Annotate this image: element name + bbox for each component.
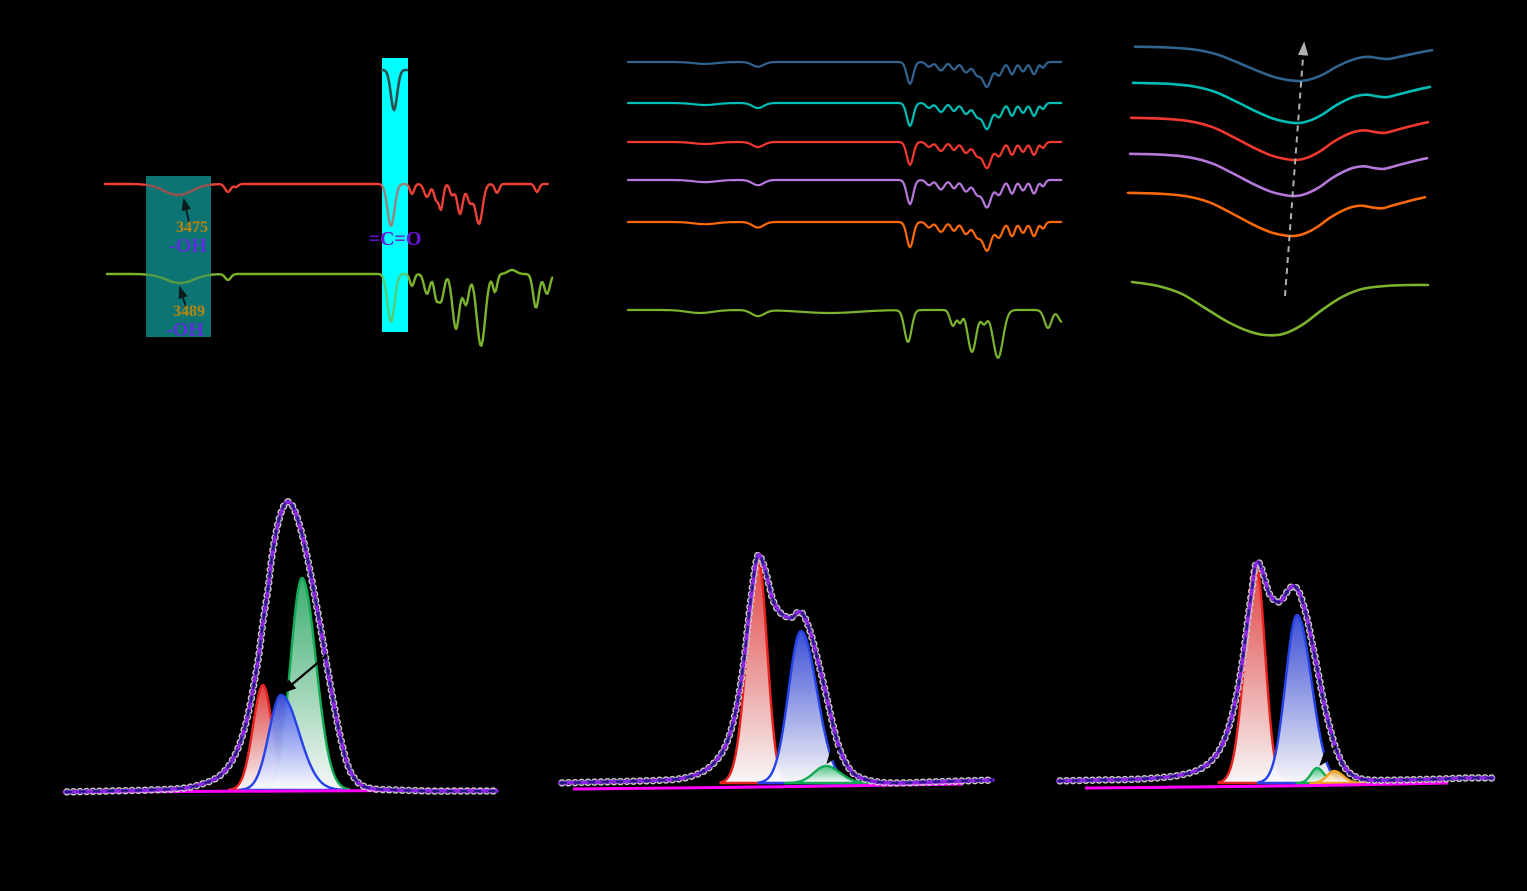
annotation-oh-wavenumber-top: 3475 (176, 219, 208, 236)
curve-5 (1126, 191, 1427, 238)
arrow (280, 654, 328, 694)
component-green (784, 764, 875, 785)
carbonyl-band-highlight-overlay (382, 58, 408, 332)
panel-e-peak-fit (558, 551, 995, 791)
panel-d-peak-fit (62, 498, 499, 796)
spectrum-green (105, 268, 554, 347)
annotation-oh-group-bottom: -OH (166, 319, 204, 341)
component-orange (1309, 769, 1366, 785)
fit-baseline (572, 782, 964, 791)
panel-a-ftir-overlay (103, 58, 554, 347)
arrow (826, 746, 840, 765)
curve-6 (1130, 280, 1430, 337)
component-blue (239, 693, 344, 792)
annotation-oh-wavenumber-bottom: 3489 (173, 303, 205, 320)
annotation-oh-group-top: -OH (169, 235, 207, 257)
spectrum-4 (626, 178, 1063, 209)
arrow (1284, 41, 1309, 297)
curve-4 (1128, 152, 1429, 198)
spectrum-hidden-dark (380, 68, 409, 112)
arrow (178, 285, 188, 308)
curve-1 (1133, 45, 1434, 83)
spectrum-2 (626, 101, 1063, 131)
panel-c-offset-curves (1126, 41, 1434, 337)
arrow (1319, 745, 1337, 767)
panel-b-stacked-spectra (626, 60, 1063, 359)
oh-band-highlight-overlay (146, 176, 211, 337)
annotation-carbonyl-label: =C=O (368, 228, 422, 250)
curve-3 (1129, 116, 1430, 162)
spectrum-6 (626, 308, 1063, 359)
fit-envelope-dashed (64, 500, 497, 793)
fit-envelope (558, 552, 995, 785)
oh-band-highlight (146, 176, 211, 337)
fit-baseline (1084, 781, 1449, 790)
spectrum-5 (626, 220, 1063, 252)
panel-f-peak-fit (1056, 559, 1496, 790)
arrow (181, 197, 191, 223)
spectrum-3 (626, 140, 1063, 170)
spectrum-1 (626, 60, 1063, 89)
fit-envelope-dashed (1057, 560, 1494, 782)
curve-2 (1131, 81, 1432, 125)
spectrum-red (103, 182, 549, 227)
